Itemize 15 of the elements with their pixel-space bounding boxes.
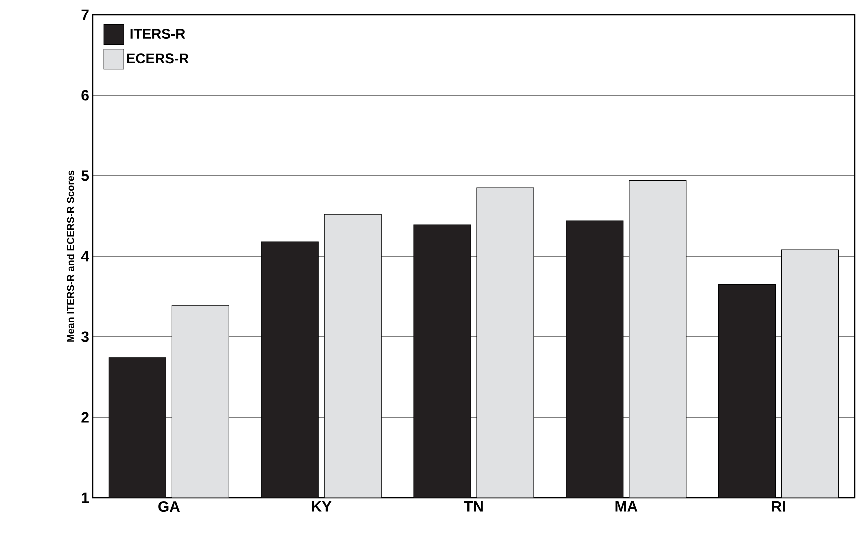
y-axis-title: Mean ITERS-R and ECERS-R Scores [67, 170, 74, 342]
legend-label: ECERS-R [127, 54, 189, 64]
y-tick-label: 4 [81, 251, 90, 262]
y-tick-label: 6 [82, 90, 89, 101]
y-tick-label: 3 [82, 332, 89, 342]
y-tick-label: 5 [82, 170, 90, 182]
x-tick-label: KY [312, 502, 332, 512]
legend-label: ITERS-R [130, 29, 186, 39]
y-tick-label: 7 [82, 10, 89, 20]
y-tick-label: 2 [82, 412, 89, 423]
y-tick-label: 1 [82, 492, 90, 504]
x-tick-label: RI [772, 502, 786, 512]
x-tick-label: MA [616, 502, 638, 512]
x-tick-label: GA [158, 502, 180, 512]
x-tick-label: TN [464, 502, 483, 512]
